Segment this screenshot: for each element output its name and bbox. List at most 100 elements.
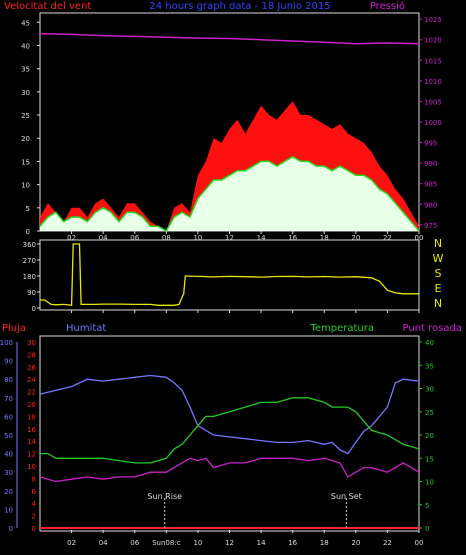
rain-axis-tick-label: 16 xyxy=(27,426,36,434)
temperature-axis-tick-label: 15 xyxy=(425,455,434,463)
dewpoint-label: Punt rosada xyxy=(403,323,462,334)
pressure-axis-tick-label: 1005 xyxy=(424,98,442,106)
wind-x-tick-label: 14 xyxy=(257,234,266,242)
rain-axis-tick-label: 26 xyxy=(27,364,36,372)
climate-x-tick-label: 06 xyxy=(130,539,139,547)
wind-x-tick-label: 04 xyxy=(99,234,108,242)
rain-axis-tick-label: 22 xyxy=(27,389,36,397)
rain-axis-tick-label: 2 xyxy=(32,513,36,521)
humidity-axis-tick-label: 90 xyxy=(4,358,13,366)
wind-x-tick-label: 22 xyxy=(383,234,392,242)
climate-x-tick-label: 20 xyxy=(351,539,360,547)
wind-axis-tick-label: 45 xyxy=(21,19,30,27)
pressure-axis-tick-label: 1010 xyxy=(424,78,442,86)
temperature-axis-tick-label: 10 xyxy=(425,479,434,487)
rain-axis-tick-label: 12 xyxy=(27,451,36,459)
temperature-axis-tick-label: 20 xyxy=(425,432,434,440)
rain-axis-tick-label: 4 xyxy=(32,500,37,508)
wind-x-tick-label: 06 xyxy=(130,234,139,242)
climate-x-tick-label: 10 xyxy=(193,539,202,547)
humidity-axis-tick-label: 0 xyxy=(9,525,13,533)
pressure-label: Pressió xyxy=(370,0,405,12)
humidity-axis-tick-label: 80 xyxy=(4,376,13,384)
sunrise-annotation: Sun Rise xyxy=(147,492,182,501)
temperature-axis-tick-label: 25 xyxy=(425,409,434,417)
chart-title: 24 hours graph data - 18 Junio 2015 xyxy=(149,1,330,12)
compass-label: S xyxy=(435,267,442,280)
direction-axis-tick-label: 180 xyxy=(23,273,36,281)
compass-label: N xyxy=(434,237,442,250)
climate-x-tick-label: 16 xyxy=(288,539,297,547)
wind-chart: 0510152025303540459759809859909951000100… xyxy=(21,16,442,242)
wind-axis-tick-label: 0 xyxy=(26,228,30,236)
pressure-axis-tick-label: 1015 xyxy=(424,57,442,65)
compass-label: N xyxy=(434,297,442,310)
wind-x-tick-label: 10 xyxy=(193,234,202,242)
pressure-line xyxy=(39,32,420,45)
pressure-axis-tick-label: 1020 xyxy=(424,37,442,45)
direction-axis-tick-label: 0 xyxy=(32,305,36,313)
humidity-axis-tick-label: 20 xyxy=(4,488,13,496)
wind-x-tick-label: 12 xyxy=(225,234,234,242)
pressure-axis-tick-label: 1000 xyxy=(424,119,442,127)
temperature-axis-tick-label: 0 xyxy=(425,525,429,533)
direction-axis-tick-label: 270 xyxy=(23,257,36,265)
humidity-line xyxy=(39,374,420,455)
wind-axis-tick-label: 5 xyxy=(26,205,30,213)
rain-axis-tick-label: 24 xyxy=(27,376,36,384)
direction-axis-tick-label: 360 xyxy=(23,241,36,249)
dewpoint-line xyxy=(39,457,420,483)
climate-x-tick-label: 14 xyxy=(257,539,266,547)
climate-chart: 0102030405060708090100024681012141618202… xyxy=(0,339,434,547)
pressure-axis-tick-label: 1025 xyxy=(424,16,442,24)
rain-axis-tick-label: 30 xyxy=(27,339,36,347)
wind-x-tick-label: 02 xyxy=(67,234,76,242)
wind-x-tick-label: 20 xyxy=(351,234,360,242)
rain-axis-tick-label: 20 xyxy=(27,401,36,409)
compass-label: W xyxy=(433,252,444,265)
humidity-axis-tick-label: 60 xyxy=(4,413,13,421)
rain-axis-tick-label: 18 xyxy=(27,413,36,421)
temperature-axis-tick-label: 30 xyxy=(425,386,434,394)
pressure-axis-tick-label: 975 xyxy=(424,222,437,230)
climate-x-tick-label: 18 xyxy=(320,539,329,547)
pressure-axis-tick-label: 985 xyxy=(424,181,437,189)
rain-label: Pluja xyxy=(2,323,26,334)
rain-axis-tick-label: 10 xyxy=(27,463,36,471)
temperature-axis-tick-label: 35 xyxy=(425,362,434,370)
wind-speed-label: Velocitat del vent xyxy=(4,1,91,12)
wind-axis-tick-label: 35 xyxy=(21,66,30,74)
humidity-label: Humitat xyxy=(66,323,106,334)
wind-axis-tick-label: 25 xyxy=(21,112,30,120)
humidity-axis-tick-label: 70 xyxy=(4,395,13,403)
temperature-label: Temperatura xyxy=(309,323,374,334)
wind-x-tick-label: 08 xyxy=(162,234,171,242)
wind-axis-tick-label: 40 xyxy=(21,42,30,50)
temperature-axis-tick-label: 5 xyxy=(425,502,429,510)
rain-axis-tick-label: 0 xyxy=(32,525,36,533)
wind-x-tick-label: 18 xyxy=(320,234,329,242)
pressure-axis-tick-label: 990 xyxy=(424,160,437,168)
climate-x-tick-label: Sun08:c xyxy=(152,539,181,547)
climate-x-tick-label: 00 xyxy=(415,539,424,547)
climate-x-tick-label: 04 xyxy=(99,539,108,547)
rain-axis-tick-label: 28 xyxy=(27,351,36,359)
direction-axis-tick-label: 90 xyxy=(27,289,36,297)
wind-axis-tick-label: 20 xyxy=(21,135,30,143)
climate-x-tick-label: 02 xyxy=(67,539,76,547)
rain-axis-tick-label: 8 xyxy=(32,475,36,483)
pressure-axis-tick-label: 995 xyxy=(424,140,437,148)
wind-x-tick-label: 16 xyxy=(288,234,297,242)
wind-average-line xyxy=(39,155,420,233)
direction-panel xyxy=(39,239,420,311)
humidity-axis-tick-label: 40 xyxy=(4,451,13,459)
climate-x-tick-label: 12 xyxy=(225,539,234,547)
wind-axis-tick-label: 10 xyxy=(21,182,30,190)
wind-axis-tick-label: 15 xyxy=(21,158,30,166)
humidity-axis-tick-label: 30 xyxy=(4,469,13,477)
rain-axis-tick-label: 14 xyxy=(27,438,36,446)
temperature-axis-tick-label: 40 xyxy=(425,339,434,347)
wind-direction-line xyxy=(40,243,419,307)
